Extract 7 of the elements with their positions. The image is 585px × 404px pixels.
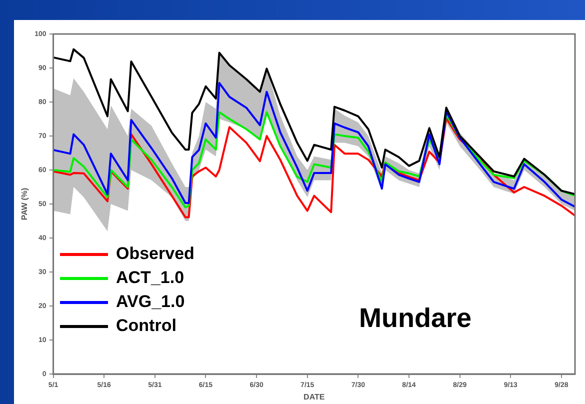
legend-label: Control [116, 315, 176, 337]
legend-label: Observed [116, 243, 194, 265]
annotation: Mundare [359, 303, 472, 334]
legend-label: ACT_1.0 [116, 267, 184, 289]
legend-label: AVG_1.0 [116, 291, 185, 313]
x-axis-title: DATE [304, 392, 326, 402]
y-axis-title: PAW (%) [20, 188, 30, 220]
